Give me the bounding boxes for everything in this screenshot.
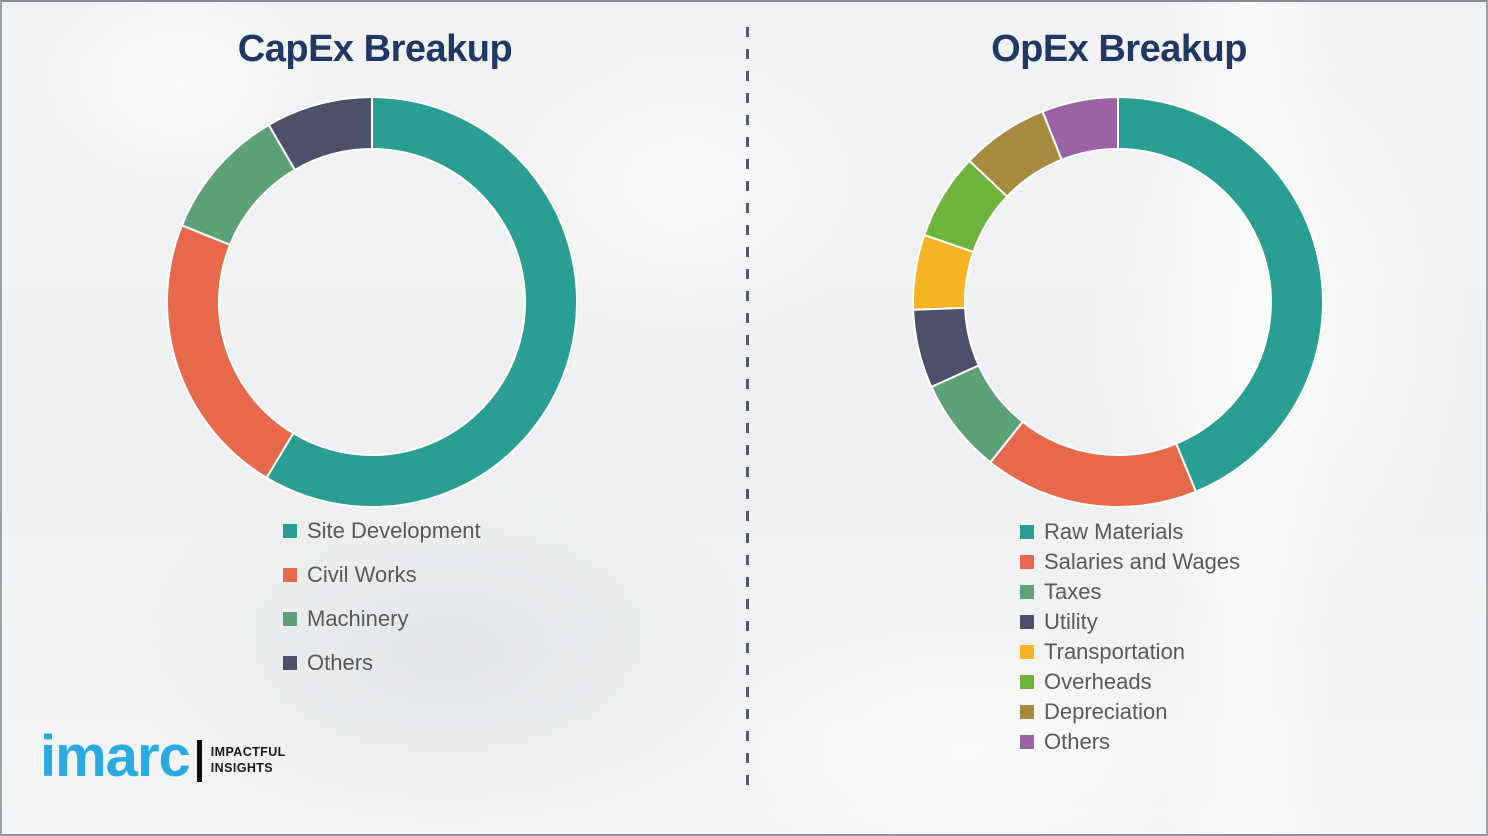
donut-segment-raw-materials bbox=[1117, 96, 1324, 493]
legend-label: Others bbox=[307, 650, 374, 675]
legend-label: Others bbox=[1044, 729, 1111, 754]
legend-marker-depreciation bbox=[1020, 705, 1034, 719]
legend-label: Civil Works bbox=[307, 562, 417, 587]
legend-item-civil-works: Civil Works bbox=[283, 553, 481, 597]
legend-item-overheads: Overheads bbox=[1020, 667, 1240, 697]
legend-label: Utility bbox=[1044, 609, 1098, 634]
legend-item-transportation: Transportation bbox=[1020, 637, 1240, 667]
opex-chart-title: OpEx Breakup bbox=[991, 28, 1247, 70]
legend-marker-utility bbox=[1020, 615, 1034, 629]
donut-segment-civil-works bbox=[166, 224, 295, 479]
logo-tagline-line2: INSIGHTS bbox=[210, 761, 274, 776]
logo-tagline: IMPACTFUL INSIGHTS bbox=[211, 745, 286, 776]
panel-divider-dashed-line bbox=[746, 27, 749, 792]
logo-tagline-line1: IMPACTFUL bbox=[210, 745, 286, 760]
legend-label: Salaries and Wages bbox=[1044, 549, 1241, 574]
imarc-logo: imarc IMPACTFUL INSIGHTS bbox=[40, 727, 286, 787]
donut-segment-others bbox=[267, 96, 373, 171]
legend-label: Taxes bbox=[1044, 579, 1102, 604]
legend-marker-raw-materials bbox=[1020, 525, 1034, 539]
legend-item-others: Others bbox=[1020, 727, 1240, 757]
capex-donut-chart bbox=[162, 92, 582, 512]
donut-segment-machinery bbox=[180, 123, 296, 246]
legend-label: Transportation bbox=[1044, 639, 1186, 664]
imarc-brand-text: imarc bbox=[40, 724, 191, 789]
legend-marker-civil-works bbox=[283, 568, 297, 582]
legend-marker-machinery bbox=[283, 612, 297, 626]
legend-label: Site Development bbox=[307, 518, 481, 543]
donut-segment-salaries-and-wages bbox=[989, 420, 1197, 508]
logo-divider-bar bbox=[196, 740, 202, 783]
capex-legend: Site Development Civil Works Machinery Othe… bbox=[283, 509, 481, 685]
capex-chart-title: CapEx Breakup bbox=[237, 28, 513, 70]
legend-marker-site-development bbox=[283, 524, 297, 538]
legend-item-site-development: Site Development bbox=[283, 509, 481, 553]
legend-marker-transportation bbox=[1020, 645, 1034, 659]
legend-label: Depreciation bbox=[1044, 699, 1168, 724]
legend-item-machinery: Machinery bbox=[283, 597, 481, 641]
legend-marker-overheads bbox=[1020, 675, 1034, 689]
legend-item-raw-materials: Raw Materials bbox=[1020, 517, 1240, 547]
legend-label: Raw Materials bbox=[1044, 519, 1184, 544]
legend-marker-others bbox=[1020, 735, 1034, 749]
legend-label: Overheads bbox=[1044, 669, 1152, 694]
legend-marker-others bbox=[283, 656, 297, 670]
legend-label: Machinery bbox=[307, 606, 409, 631]
legend-item-depreciation: Depreciation bbox=[1020, 697, 1240, 727]
legend-marker-taxes bbox=[1020, 585, 1034, 599]
legend-item-utility: Utility bbox=[1020, 607, 1240, 637]
opex-donut-chart bbox=[908, 92, 1328, 512]
legend-item-taxes: Taxes bbox=[1020, 577, 1240, 607]
legend-item-salaries-and-wages: Salaries and Wages bbox=[1020, 547, 1240, 577]
legend-item-others: Others bbox=[283, 641, 481, 685]
legend-marker-salaries-and-wages bbox=[1020, 555, 1034, 569]
donut-segment-others bbox=[1041, 96, 1119, 161]
opex-legend: Raw Materials Salaries and Wages Taxes Util… bbox=[1020, 517, 1240, 757]
donut-segment-site-development bbox=[265, 96, 578, 508]
